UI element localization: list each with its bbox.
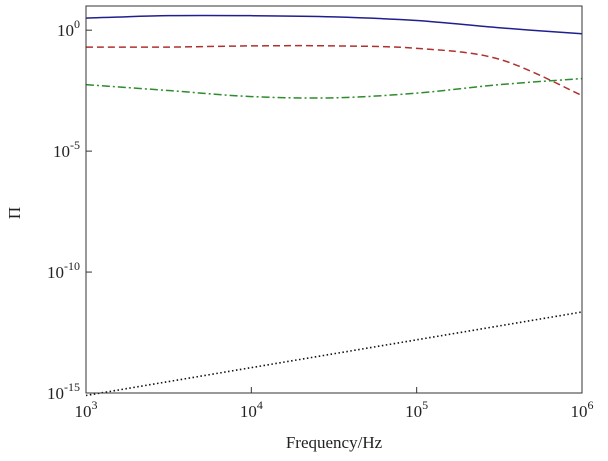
x-tick-label: 104 — [240, 398, 263, 421]
x-axis-title: Frequency/Hz — [286, 433, 383, 452]
series-line-3 — [85, 77, 583, 99]
series-line-1 — [85, 14, 583, 35]
x-tick-label: 105 — [405, 398, 428, 421]
y-tick-label: 100 — [57, 17, 80, 40]
plot-frame — [85, 5, 583, 394]
series-layer — [85, 14, 583, 397]
x-axis: 103 104 105 106 — [75, 387, 594, 421]
x-tick-label: 106 — [571, 398, 594, 421]
y-tick-label: 10-5 — [53, 138, 80, 161]
y-axis-title: Π — [5, 207, 24, 219]
series-line-4 — [85, 311, 583, 397]
series-line-2 — [85, 44, 583, 97]
x-tick-label: 103 — [75, 398, 98, 421]
y-tick-label: 10-10 — [47, 259, 80, 282]
y-tick-label: 10-15 — [47, 380, 80, 403]
y-axis: 100 10-5 10-10 10-15 — [47, 17, 92, 403]
